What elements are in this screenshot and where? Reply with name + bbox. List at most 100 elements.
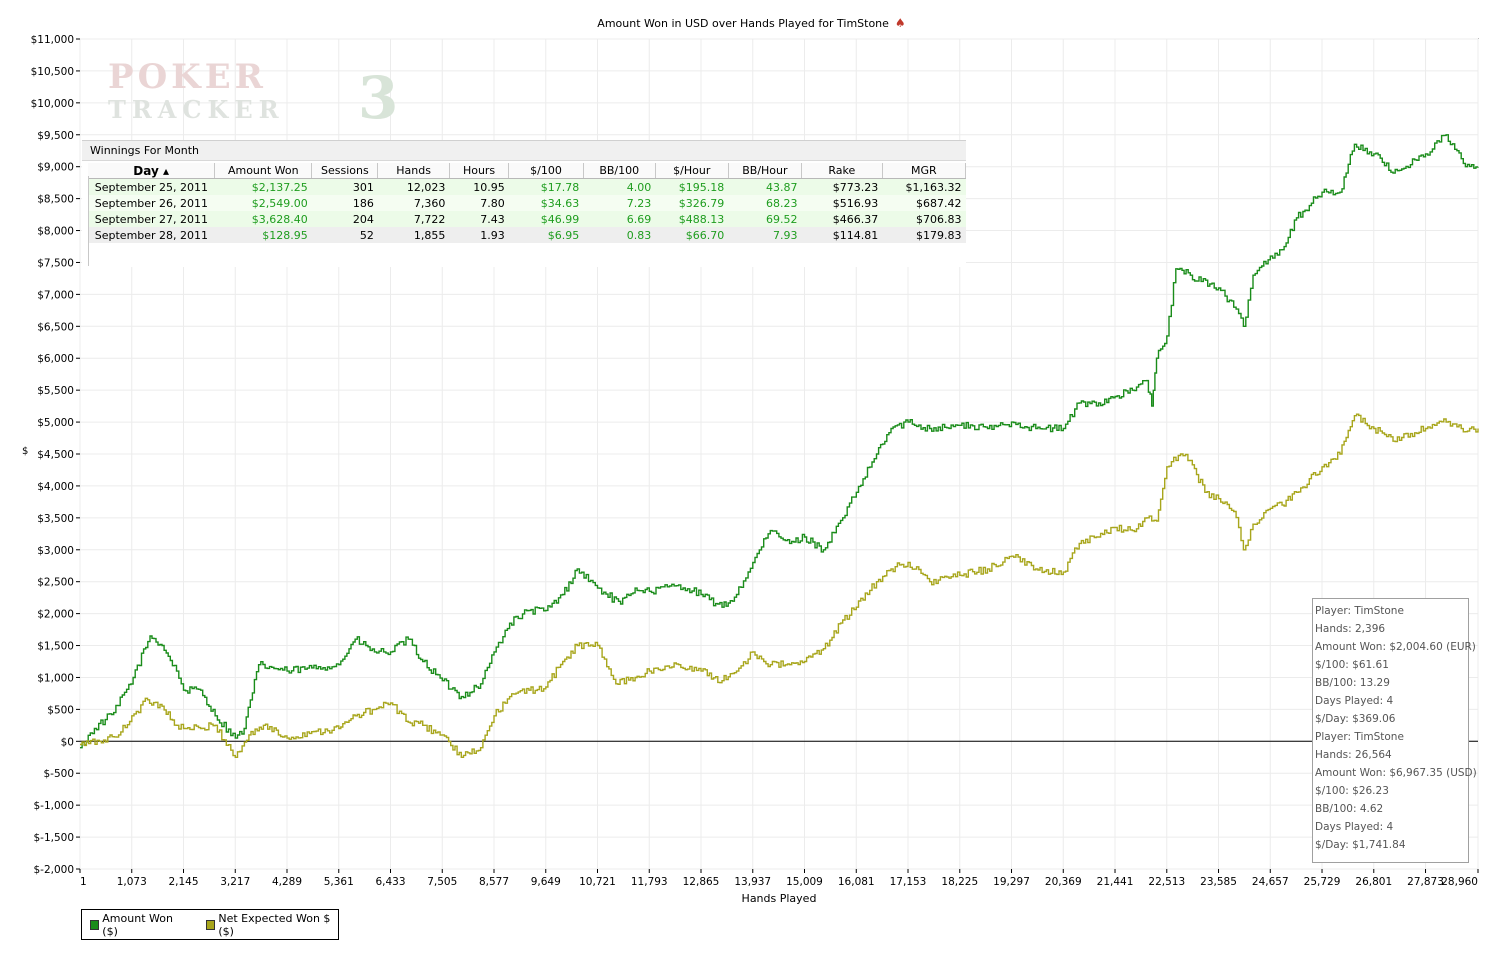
stats-line: $/Day: $369.06 — [1315, 713, 1396, 725]
x-tick-label: 19,297 — [993, 876, 1030, 888]
winnings-title: Winnings For Month — [82, 141, 966, 161]
table-cell: 52 — [311, 227, 378, 243]
table-cell: $2,137.25 — [214, 178, 312, 195]
table-cell: 7,360 — [377, 195, 450, 211]
y-tick-label: $0 — [61, 736, 74, 748]
y-tick-label: $1,000 — [37, 672, 74, 684]
table-cell: September 28, 2011 — [88, 227, 215, 243]
x-tick-label: 6,433 — [375, 876, 405, 888]
x-tick-label: 20,369 — [1045, 876, 1082, 888]
stats-line: Days Played: 4 — [1315, 695, 1394, 707]
table-row[interactable]: September 26, 2011 $2,549.00 186 7,360 7.80 $… — [88, 195, 966, 211]
y-tick-label: $10,000 — [31, 98, 74, 110]
x-tick-label: 8,577 — [479, 876, 509, 888]
x-tick-label: 21,441 — [1097, 876, 1134, 888]
column-header[interactable]: BB/100 — [583, 163, 656, 179]
table-cell: $6.95 — [508, 227, 584, 243]
table-cell: $773.23 — [801, 178, 883, 195]
column-header[interactable]: BB/Hour — [728, 163, 803, 179]
column-header[interactable]: Rake — [801, 163, 883, 179]
table-cell: 4.00 — [583, 178, 656, 195]
table-cell: 43.87 — [728, 178, 802, 195]
chart-title-bar: Amount Won in USD over Hands Played for … — [0, 16, 1503, 30]
column-header[interactable]: Sessions — [311, 163, 379, 179]
watermark-line1: POKER — [108, 57, 267, 97]
y-tick-label: $7,500 — [37, 257, 74, 269]
y-tick-label: $6,500 — [37, 321, 74, 333]
table-cell: 6.69 — [583, 211, 656, 227]
legend: Amount Won ($) Net Expected Won $ ($) — [81, 909, 339, 940]
table-cell: 301 — [311, 178, 378, 195]
table-cell: $46.99 — [508, 211, 584, 227]
x-tick-label: 16,081 — [838, 876, 875, 888]
x-tick-label: 24,657 — [1252, 876, 1289, 888]
y-tick-label: $8,500 — [37, 194, 74, 206]
y-tick-label: $5,000 — [37, 417, 74, 429]
table-cell: $66.70 — [655, 227, 729, 243]
y-tick-label: $3,500 — [37, 513, 74, 525]
table-cell: $687.42 — [882, 195, 966, 211]
x-tick-label: 25,729 — [1304, 876, 1341, 888]
table-cell: $326.79 — [655, 195, 729, 211]
table-cell: $114.81 — [801, 227, 883, 243]
x-tick-label: 27,873 — [1407, 876, 1444, 888]
stats-line: $/100: $61.61 — [1315, 659, 1389, 671]
winnings-body: September 25, 2011 $2,137.25 301 12,023 10.9… — [88, 178, 966, 243]
y-tick-label: $2,000 — [37, 609, 74, 621]
winnings-header-row: Day ▴ Amount Won Sessions Hands Hours $/100 BB… — [88, 163, 967, 179]
table-cell: 186 — [311, 195, 378, 211]
legend-item[interactable]: Amount Won ($) — [90, 912, 184, 938]
x-tick-label: 2,145 — [168, 876, 198, 888]
stats-line: BB/100: 4.62 — [1315, 803, 1384, 815]
table-cell: 204 — [311, 211, 378, 227]
column-header[interactable]: Day ▴ — [88, 163, 216, 179]
x-tick-label: 9,649 — [531, 876, 561, 888]
column-header[interactable]: Hours — [449, 163, 510, 179]
table-cell: $3,628.40 — [214, 211, 312, 227]
table-row[interactable]: September 25, 2011 $2,137.25 301 12,023 10.9… — [88, 178, 966, 195]
x-tick-label: 4,289 — [272, 876, 302, 888]
legend-item[interactable]: Net Expected Won $ ($) — [206, 912, 338, 938]
table-row[interactable]: September 28, 2011 $128.95 52 1,855 1.93 $6.9… — [88, 227, 966, 243]
stats-tooltip: Player: TimStone Hands: 2,396 Amount Won: … — [1312, 598, 1477, 863]
stats-line: Amount Won: $6,967.35 (USD) — [1315, 767, 1477, 779]
table-cell: $195.18 — [655, 178, 729, 195]
table-cell: 7.93 — [728, 227, 802, 243]
table-cell: 7.80 — [449, 195, 509, 211]
x-tick-label: 28,960 — [1441, 876, 1478, 888]
y-tick-label: $4,500 — [37, 449, 74, 461]
legend-swatch — [206, 919, 216, 930]
axes: $11,000 $10,500 $10,000 $9,500 $9,000 $8,500 $… — [31, 34, 1479, 888]
column-header[interactable]: MGR — [882, 163, 967, 179]
x-tick-label: 13,937 — [734, 876, 771, 888]
watermark-line2: TRACKER — [108, 95, 285, 124]
watermark-mark: 3 — [358, 64, 403, 132]
table-cell: 10.95 — [449, 178, 509, 195]
column-header[interactable]: Hands — [377, 163, 450, 179]
table-cell: 68.23 — [728, 195, 802, 211]
y-tick-label: $1,500 — [37, 641, 74, 653]
winnings-table: Day ▴ Amount Won Sessions Hands Hours $/100 BB… — [88, 163, 967, 243]
x-axis-label: Hands Played — [742, 892, 817, 905]
table-cell: $179.83 — [882, 227, 966, 243]
column-header[interactable]: Amount Won — [214, 163, 313, 179]
y-tick-label: $10,500 — [31, 66, 74, 78]
stats-line: BB/100: 13.29 — [1315, 677, 1390, 689]
x-tick-label: 3,217 — [220, 876, 250, 888]
table-side-divider — [88, 176, 89, 266]
table-cell: $706.83 — [882, 211, 966, 227]
y-tick-label: $7,000 — [37, 289, 74, 301]
table-cell: 7.23 — [583, 195, 656, 211]
column-header[interactable]: $/100 — [508, 163, 584, 179]
table-cell: September 27, 2011 — [88, 211, 215, 227]
y-tick-label: $9,500 — [37, 130, 74, 142]
x-tick-label: 1,073 — [117, 876, 147, 888]
y-axis-label: $ — [22, 446, 28, 457]
table-cell: $1,163.32 — [882, 178, 966, 195]
stats-line: Amount Won: $2,004.60 (EUR) — [1315, 641, 1476, 653]
stats-line: $/100: $26.23 — [1315, 785, 1389, 797]
series-line-net-expected-won — [80, 413, 1479, 758]
table-cell: 12,023 — [377, 178, 450, 195]
column-header[interactable]: $/Hour — [655, 163, 729, 179]
table-row[interactable]: September 27, 2011 $3,628.40 204 7,722 7.43 $… — [88, 211, 966, 227]
